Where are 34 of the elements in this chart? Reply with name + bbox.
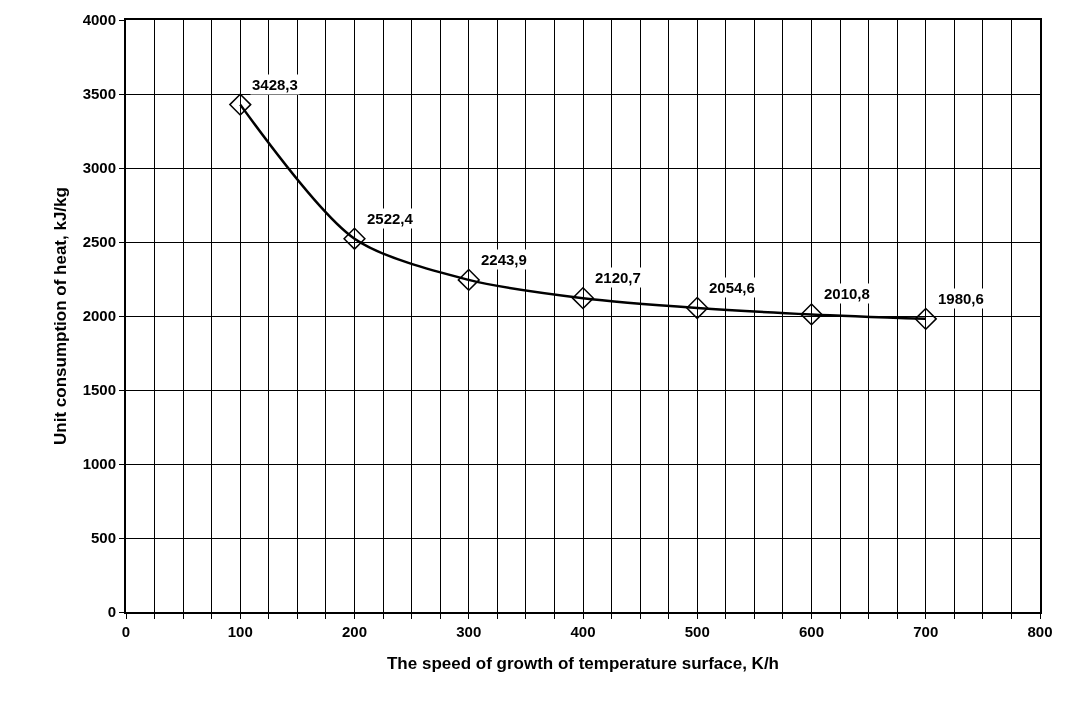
point <box>343 227 366 250</box>
y-tick-label: 4000 <box>82 11 116 29</box>
y-tick-label: 3000 <box>82 159 116 177</box>
y-axis-title: Unit consumption of heat, kJ/kg <box>50 187 70 445</box>
data-label: 2010,8 <box>824 285 870 302</box>
y-tick-label: 1500 <box>82 381 116 399</box>
data-label: 3428,3 <box>252 76 298 93</box>
data-label: 2054,6 <box>709 279 755 296</box>
x-tick-label: 200 <box>341 623 368 640</box>
x-tick-label: 500 <box>684 623 710 640</box>
x-tick-label: 600 <box>798 623 825 640</box>
data-label: 2243,9 <box>481 251 527 268</box>
x-tick-label: 700 <box>913 623 939 640</box>
data-label: 1980,6 <box>938 290 984 307</box>
x-tick-label: 300 <box>456 623 482 640</box>
x-tick-label: 800 <box>1027 623 1053 640</box>
y-tick-label: 2500 <box>82 233 116 251</box>
point <box>571 286 595 310</box>
point <box>229 93 252 116</box>
y-tick-label: 0 <box>107 603 116 621</box>
x-tick-label: 100 <box>227 623 253 640</box>
x-tick-label: 0 <box>121 623 131 640</box>
data-label: 2522,4 <box>367 210 414 227</box>
y-tick-label: 500 <box>90 529 116 547</box>
point <box>914 307 937 331</box>
data-label: 2120,7 <box>595 269 641 286</box>
y-tick-label: 3500 <box>82 85 116 103</box>
point <box>686 296 709 320</box>
point <box>800 303 823 326</box>
y-tick-label: 1000 <box>82 455 116 473</box>
x-axis-title: The speed of growth of temperature surface, K/h <box>386 653 780 673</box>
x-tick-label: 400 <box>570 623 596 640</box>
point <box>457 268 480 292</box>
y-tick-label: 2000 <box>82 307 116 325</box>
